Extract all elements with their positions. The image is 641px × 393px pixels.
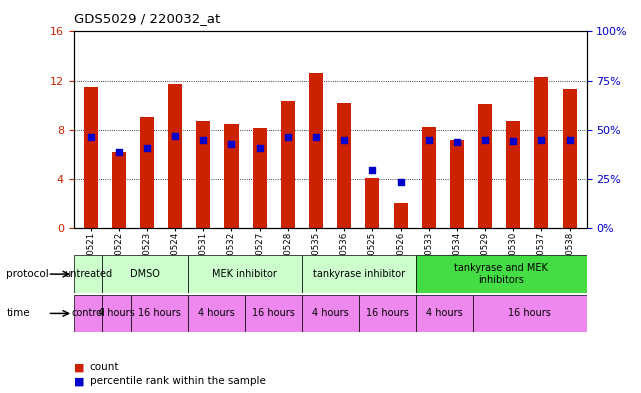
Text: 4 hours: 4 hours <box>312 309 349 318</box>
Bar <box>188 295 245 332</box>
Bar <box>188 255 302 293</box>
Text: 4 hours: 4 hours <box>198 309 235 318</box>
Bar <box>302 295 358 332</box>
Bar <box>365 178 379 228</box>
Bar <box>253 129 267 228</box>
Text: MEK inhibitor: MEK inhibitor <box>212 269 277 279</box>
Bar <box>74 255 102 293</box>
Point <box>254 145 265 151</box>
Bar <box>112 152 126 228</box>
Bar <box>302 255 415 293</box>
Point <box>424 136 434 143</box>
Text: count: count <box>90 362 119 373</box>
Bar <box>102 295 131 332</box>
Point <box>142 145 152 151</box>
Text: untreated: untreated <box>64 269 112 279</box>
Bar <box>358 295 415 332</box>
Bar <box>415 255 587 293</box>
Point <box>113 149 124 155</box>
Text: 16 hours: 16 hours <box>365 309 408 318</box>
Point <box>565 136 575 143</box>
Bar <box>281 101 295 228</box>
Point <box>367 167 378 173</box>
Bar <box>478 104 492 228</box>
Bar <box>337 103 351 228</box>
Text: 16 hours: 16 hours <box>508 309 551 318</box>
Bar <box>450 140 464 228</box>
Bar <box>168 84 182 228</box>
Point <box>311 134 321 140</box>
Point <box>170 133 180 139</box>
Point <box>85 134 96 140</box>
Bar <box>472 295 587 332</box>
Bar <box>394 204 408 228</box>
Text: control: control <box>71 309 105 318</box>
Point <box>480 136 490 143</box>
Bar <box>422 127 436 228</box>
Bar <box>196 121 210 228</box>
Bar <box>131 295 188 332</box>
Bar <box>535 77 549 228</box>
Text: protocol: protocol <box>6 269 49 279</box>
Point <box>198 136 208 143</box>
Text: 4 hours: 4 hours <box>426 309 462 318</box>
Text: DMSO: DMSO <box>130 269 160 279</box>
Bar <box>415 295 472 332</box>
Point <box>395 179 406 185</box>
Bar <box>506 121 520 228</box>
Text: time: time <box>6 309 30 318</box>
Text: percentile rank within the sample: percentile rank within the sample <box>90 376 265 386</box>
Text: 16 hours: 16 hours <box>252 309 295 318</box>
Text: GDS5029 / 220032_at: GDS5029 / 220032_at <box>74 12 220 25</box>
Text: ■: ■ <box>74 362 84 373</box>
Text: tankyrase and MEK
inhibitors: tankyrase and MEK inhibitors <box>454 263 548 285</box>
Point <box>537 136 547 143</box>
Bar <box>83 87 97 228</box>
Point <box>283 134 293 140</box>
Bar <box>140 118 154 228</box>
Bar <box>74 295 102 332</box>
Point <box>339 136 349 143</box>
Point <box>508 138 519 144</box>
Text: 4 hours: 4 hours <box>98 309 135 318</box>
Text: ■: ■ <box>74 376 84 386</box>
Bar <box>309 73 323 228</box>
Text: tankyrase inhibitor: tankyrase inhibitor <box>313 269 404 279</box>
Text: 16 hours: 16 hours <box>138 309 181 318</box>
Bar <box>224 123 238 228</box>
Bar <box>102 255 188 293</box>
Point <box>226 141 237 147</box>
Point <box>452 139 462 145</box>
Bar <box>245 295 302 332</box>
Bar <box>563 89 577 228</box>
